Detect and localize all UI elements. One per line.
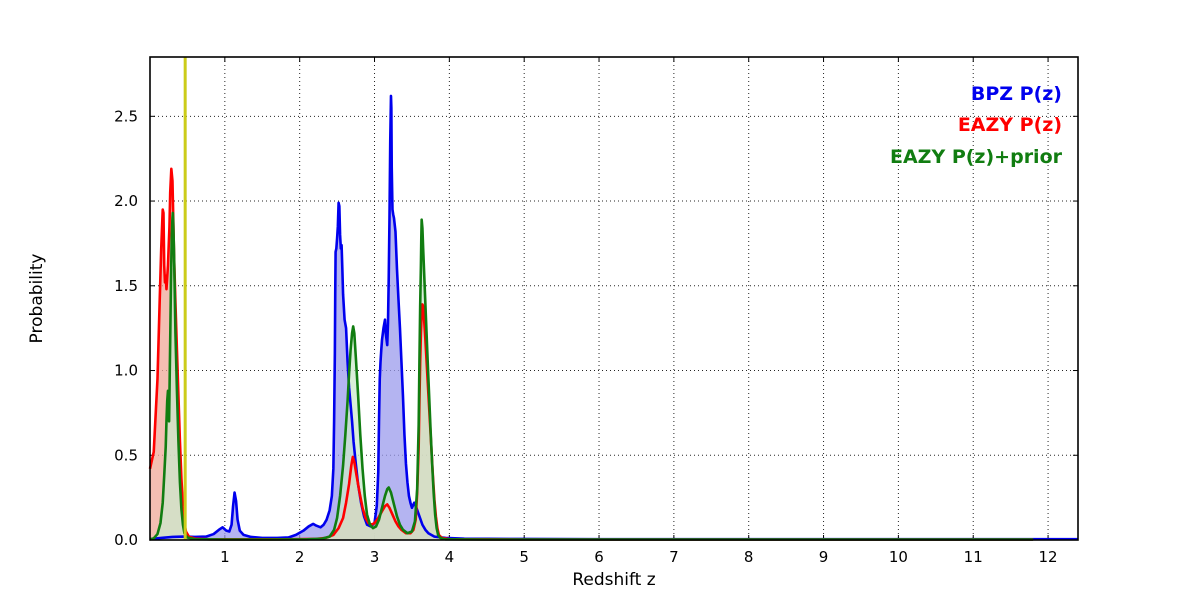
plot-background — [150, 57, 1078, 540]
xtick-label: 9 — [819, 548, 829, 566]
xtick-label: 6 — [594, 548, 604, 566]
legend-entry-3: EAZY P(z)+prior — [890, 146, 1063, 168]
x-axis-title: Redshift z — [572, 570, 655, 590]
ytick-label: 1.5 — [114, 277, 138, 295]
legend-entry-1: BPZ P(z) — [971, 83, 1062, 105]
series-fill-bpz-p-z — [150, 95, 1078, 541]
plot-frame — [149, 56, 1079, 541]
xtick-label: 10 — [889, 548, 908, 566]
legend-entry-2: EAZY P(z) — [958, 114, 1062, 136]
xtick-label: 5 — [519, 548, 529, 566]
xtick-label: 1 — [220, 548, 230, 566]
xtick-label: 3 — [370, 548, 380, 566]
ytick-label: 2.5 — [114, 107, 138, 125]
y-axis-title: Probability — [27, 254, 47, 344]
xtick-label: 4 — [445, 548, 455, 566]
ytick-label: 0.0 — [114, 531, 138, 549]
xtick-label: 2 — [295, 548, 305, 566]
series-line-eazy-p-z-prior[interactable] — [149, 211, 1034, 541]
xtick-label: 8 — [744, 548, 754, 566]
xtick-label: 11 — [964, 548, 983, 566]
xtick-label: 7 — [669, 548, 679, 566]
ytick-label: 1.0 — [114, 362, 138, 380]
ytick-label: 0.5 — [114, 446, 138, 464]
ytick-label: 2.0 — [114, 192, 138, 210]
xtick-label: 12 — [1039, 548, 1058, 566]
